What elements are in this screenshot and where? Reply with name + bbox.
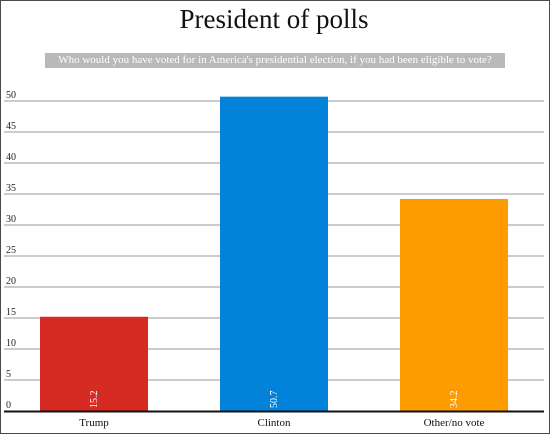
bar-1 xyxy=(220,96,328,411)
y-tick-label: 15 xyxy=(6,307,16,318)
data-label: 34.2 xyxy=(449,391,460,409)
x-tick-label: Trump xyxy=(79,417,109,429)
bar-0 xyxy=(40,316,148,411)
y-tick-label: 45 xyxy=(6,121,16,132)
y-tick-label: 25 xyxy=(6,245,16,256)
bars: 15.2 Trump 50.7 Clinton 34.2 Other/no vote xyxy=(40,96,508,429)
x-tick-label: Other/no vote xyxy=(424,417,485,429)
bar-2 xyxy=(400,198,508,411)
y-tick-label: 50 xyxy=(6,90,16,101)
data-label: 50.7 xyxy=(269,391,280,409)
y-tick-label: 10 xyxy=(6,338,16,349)
y-tick-label: 0 xyxy=(6,400,11,411)
chart-title: President of polls xyxy=(179,4,369,34)
data-label: 15.2 xyxy=(89,391,100,409)
y-tick-label: 40 xyxy=(6,152,16,163)
y-tick-label: 35 xyxy=(6,183,16,194)
x-tick-label: Clinton xyxy=(257,417,291,429)
chart-subtitle: Who would you have voted for in America'… xyxy=(45,53,505,68)
y-tick-label: 20 xyxy=(6,276,16,287)
y-tick-label: 5 xyxy=(6,369,11,380)
y-tick-label: 30 xyxy=(6,214,16,225)
